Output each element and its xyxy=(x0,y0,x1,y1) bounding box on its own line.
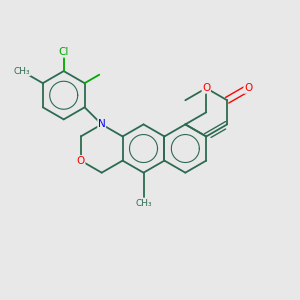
Text: Cl: Cl xyxy=(58,47,69,57)
Text: O: O xyxy=(244,83,252,93)
Text: N: N xyxy=(98,119,106,129)
Text: O: O xyxy=(77,156,85,166)
Text: CH₃: CH₃ xyxy=(135,199,152,208)
Text: CH₃: CH₃ xyxy=(14,67,30,76)
Text: O: O xyxy=(202,83,210,93)
